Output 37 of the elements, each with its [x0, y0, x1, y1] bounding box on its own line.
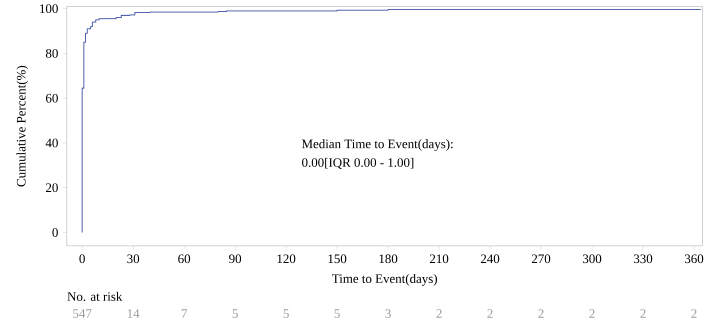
x-tick-label: 330: [634, 254, 652, 264]
text: 2: [589, 309, 595, 318]
y-tick-label: 0: [52, 228, 58, 237]
x-tick-label: 270: [532, 254, 550, 264]
text: 5: [284, 309, 289, 318]
text: 7: [182, 309, 187, 318]
text: 2: [487, 309, 493, 318]
text: 2: [538, 309, 544, 318]
annotation: Median Time to Event(days):: [302, 139, 453, 152]
y-axis-title: Cumulative Percent(%): [16, 66, 28, 187]
y-tick-label: 80: [46, 49, 58, 58]
text: 5: [334, 309, 340, 318]
text: 14: [128, 309, 140, 318]
x-tick-label: 60: [178, 254, 190, 264]
x-tick-label: 30: [127, 254, 140, 264]
x-tick-label: 90: [229, 254, 242, 264]
y-tick-label: 20: [46, 183, 58, 192]
text: 2: [436, 309, 442, 318]
y-tick-label: 40: [46, 138, 58, 148]
text: 2: [691, 309, 697, 318]
x-tick-label: 240: [480, 254, 500, 264]
text: 3: [385, 309, 391, 318]
text: 5: [232, 309, 238, 318]
x-tick-label: 120: [278, 254, 296, 264]
x-tick-label: 150: [328, 254, 346, 264]
annotation: 0.00[IQR 0.00 - 1.00]: [302, 158, 414, 169]
x-tick-label: 360: [684, 254, 704, 264]
x-tick-label: 0: [79, 254, 85, 264]
y-tick-label: 60: [46, 94, 58, 103]
text: No. at risk: [67, 292, 122, 302]
text: 547: [73, 309, 92, 318]
y-tick-label: 100: [40, 4, 58, 14]
x-tick-label: 180: [380, 254, 398, 264]
x-tick-label: 210: [430, 254, 448, 264]
x-tick-label: 300: [582, 254, 602, 264]
text: 2: [640, 309, 646, 318]
x-axis-title: Time to Event(days): [332, 274, 438, 286]
